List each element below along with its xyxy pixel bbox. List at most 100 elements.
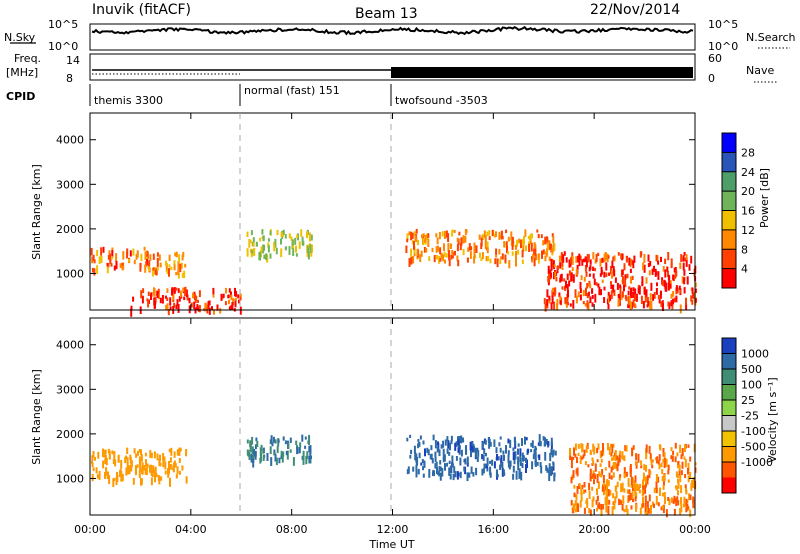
x-tick-label: 00:00 [679,523,711,536]
data-cell [656,496,658,505]
data-cell [678,483,680,489]
y-tick-label: 4000 [56,134,84,147]
data-cell [422,459,424,463]
data-cell [251,253,253,257]
data-cell [551,263,553,270]
data-cell [417,240,419,245]
data-cell [276,458,278,466]
data-cell [656,255,658,261]
data-cell [177,299,179,306]
data-cell [586,498,588,504]
colorbar-cell [722,191,736,211]
data-cell [569,448,571,456]
data-cell [626,472,628,477]
data-cell [444,463,446,471]
data-cell [299,447,301,453]
data-cell [479,235,481,240]
colorbar-cell [722,152,736,172]
x-tick-label: 00:00 [74,523,106,536]
data-cell [592,252,594,259]
data-cell [592,267,594,271]
data-cell [463,466,465,471]
data-cell [508,260,510,268]
data-cell [662,505,664,509]
data-cell [441,444,443,448]
data-cell [168,264,170,267]
data-cell [510,461,512,467]
data-cell [605,497,607,505]
data-cell [531,259,533,262]
data-cell [140,254,142,261]
data-cell [482,442,484,449]
data-cell [632,292,634,298]
data-cell [120,263,122,268]
data-cell [548,266,550,274]
data-cell [423,441,425,445]
data-cell [604,287,606,291]
data-cell [600,504,602,510]
data-cell [173,287,175,294]
data-cell [669,284,671,289]
data-cell [270,253,272,258]
data-cell [687,468,689,475]
data-cell [547,441,549,446]
nave-tick-bottom: 0 [708,72,715,85]
y-tick-label: 2000 [56,223,84,236]
data-cell [256,441,258,447]
data-cell [454,251,456,256]
data-cell [165,296,167,299]
data-cell [681,454,683,459]
data-cell [285,234,287,239]
data-cell [165,471,167,475]
data-cell [644,287,646,295]
colorbar-tick-label: 4 [741,263,748,276]
data-cell [273,243,275,251]
data-cell [416,470,418,477]
data-cell [512,251,514,255]
data-cell [519,448,521,456]
data-cell [115,253,117,261]
data-cell [680,497,682,504]
data-cell [442,231,444,236]
data-cell [685,304,687,309]
data-cell [446,436,448,441]
data-cell [683,278,685,285]
data-cell [467,258,469,263]
data-cell [621,487,623,491]
data-cell [463,249,465,255]
data-cell [182,288,184,292]
data-cell [576,494,578,500]
data-cell [572,300,574,309]
data-cell [443,454,445,460]
data-cell [162,453,164,460]
data-cell [652,294,654,301]
data-cell [183,297,185,301]
data-cell [571,273,573,282]
data-cell [596,508,598,512]
data-cell [225,301,227,305]
data-cell [148,267,150,272]
data-cell [608,500,610,505]
data-cell [606,479,608,488]
data-cell [91,455,93,461]
data-cell [622,269,624,275]
x-tick-label: 12:00 [377,523,409,536]
data-cell [497,474,499,478]
data-cell [675,485,677,488]
data-cell [608,461,610,468]
data-cell [484,464,486,470]
data-cell [175,272,177,275]
data-cell [270,457,272,466]
data-cell [570,257,572,263]
data-region [247,435,312,468]
data-cell [648,255,650,262]
data-cell [434,255,436,262]
data-cell [109,253,111,261]
data-cell [160,263,162,268]
data-cell [436,462,438,467]
data-cell [602,504,604,509]
data-cell [250,240,252,244]
velocity-ylabel: Slant Range [km] [30,369,43,465]
data-cell [292,248,294,256]
data-cell [309,233,311,239]
